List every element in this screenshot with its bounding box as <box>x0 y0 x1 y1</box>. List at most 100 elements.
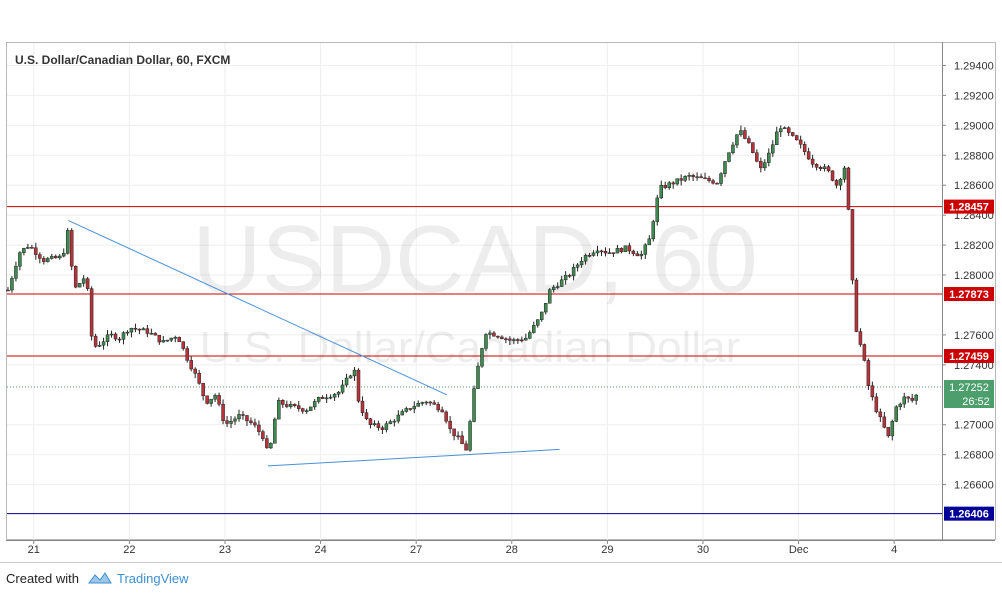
candle-body <box>157 334 162 343</box>
x-tick-label: 22 <box>123 544 135 556</box>
candle-body <box>547 289 552 304</box>
candle-body <box>440 409 444 413</box>
candle-body <box>460 435 464 445</box>
candle-body <box>181 341 185 349</box>
trendline <box>67 219 447 396</box>
candle-body <box>149 332 154 335</box>
candle-body <box>551 286 556 290</box>
candle-body <box>420 402 424 404</box>
candle-body <box>763 162 767 169</box>
candle-body <box>30 247 34 249</box>
candle-body <box>539 311 544 320</box>
candle-body <box>241 414 245 416</box>
y-tick-label: 1.28200 <box>954 240 994 252</box>
candle-body <box>703 177 707 180</box>
candle-body <box>528 332 532 339</box>
candle-body <box>739 130 743 135</box>
x-tick-label: 24 <box>314 544 326 556</box>
y-tick-label: 1.27000 <box>954 420 994 432</box>
tradingview-link[interactable]: TradingView <box>117 571 189 586</box>
candle-body <box>611 252 616 254</box>
candle-body <box>121 332 126 340</box>
candle-body <box>312 401 317 408</box>
price-axis[interactable]: 1.29400 1.29200 1.29000 1.28800 1.28600 1.284… <box>942 60 994 492</box>
candle-body <box>468 421 472 451</box>
candle-body <box>169 337 174 341</box>
candle-body <box>364 412 369 419</box>
candle-body <box>249 420 253 423</box>
watermark: USDCAD, 60 U.S. Dollar/Canadian Dollar <box>192 206 758 372</box>
candle-body <box>571 267 576 277</box>
price-label-box <box>944 349 994 364</box>
candle-body <box>229 420 233 424</box>
grid-lines <box>7 43 942 540</box>
candle-body <box>97 344 102 347</box>
candle-body <box>424 401 428 404</box>
tradingview-logo-icon[interactable] <box>88 571 112 590</box>
candle-body <box>197 373 201 384</box>
candle-body <box>436 404 440 411</box>
candle-body <box>894 406 899 422</box>
price-label-text: 1.27873 <box>949 289 989 301</box>
horizontal-lines <box>7 206 942 515</box>
candle-body <box>129 327 134 333</box>
candle-body <box>356 369 361 402</box>
candle-body <box>492 332 496 337</box>
candle-body <box>261 431 265 439</box>
candle-body <box>711 180 715 184</box>
price-chart[interactable]: USDCAD, 60 U.S. Dollar/Canadian Dollar 1.… <box>0 0 1002 562</box>
candle-body <box>603 250 608 254</box>
candle-body <box>802 144 807 152</box>
candle-body <box>380 427 385 430</box>
candle-body <box>595 250 600 254</box>
candle-body <box>643 244 648 255</box>
candle-body <box>874 396 879 413</box>
candle-body <box>85 278 90 289</box>
candle-body <box>77 283 82 288</box>
candle-body <box>735 134 739 146</box>
candle-body <box>161 340 166 343</box>
candle-body <box>563 275 568 281</box>
candle-body <box>117 338 122 341</box>
candle-body <box>320 397 325 399</box>
candle-body <box>727 152 731 162</box>
created-with-label: Created with <box>6 571 79 586</box>
candle-body <box>472 388 476 422</box>
candle-body <box>846 167 851 210</box>
y-tick-label: 1.27600 <box>954 330 994 342</box>
x-tick-label: 21 <box>28 544 40 556</box>
candle-body <box>743 130 747 139</box>
candle-body <box>583 255 588 262</box>
countdown-label: 26:52 <box>962 396 990 408</box>
candle-body <box>57 255 62 259</box>
candle-body <box>719 173 723 184</box>
trendline <box>267 448 560 467</box>
candle-body <box>898 403 903 408</box>
candle-body <box>372 423 377 425</box>
candle-body <box>360 400 365 413</box>
candle-body <box>125 331 130 334</box>
candle-body <box>189 360 193 370</box>
candle-body <box>647 238 652 246</box>
candle-body <box>771 144 775 154</box>
candle-body <box>850 209 855 281</box>
candle-body <box>878 411 883 418</box>
candle-body <box>145 328 150 334</box>
y-tick-label: 1.28000 <box>954 270 994 282</box>
candle-body <box>862 344 867 361</box>
candle-body <box>89 288 94 337</box>
candle-body <box>635 253 640 257</box>
candle-body <box>607 252 612 254</box>
candle-body <box>683 176 687 181</box>
candle-body <box>300 408 305 412</box>
candle-body <box>344 377 349 386</box>
y-tick-label: 1.29200 <box>954 90 994 102</box>
candle-body <box>296 405 301 409</box>
candle-body <box>185 348 189 361</box>
candle-body <box>810 158 815 165</box>
time-axis[interactable]: 21 22 23 24 27 28 29 30 Dec 4 <box>28 540 898 556</box>
candle-body <box>46 258 50 262</box>
candle-body <box>543 303 548 313</box>
candle-body <box>289 404 293 407</box>
candle-body <box>723 161 727 174</box>
